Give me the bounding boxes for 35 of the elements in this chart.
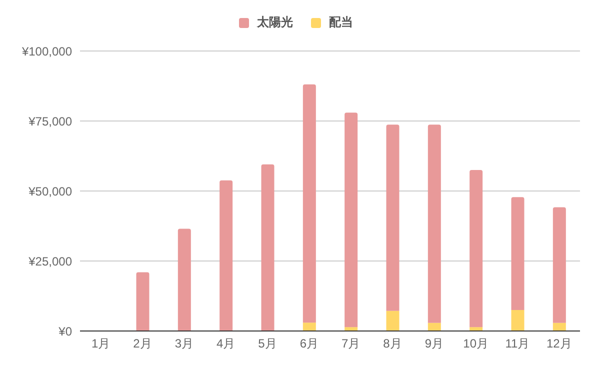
bar — [386, 310, 400, 331]
bar — [302, 322, 316, 331]
x-tick-label: 1月 — [91, 336, 110, 351]
y-tick-label: ¥100,000 — [20, 44, 72, 58]
y-tick-label: ¥0 — [58, 324, 72, 338]
bar — [220, 180, 233, 331]
bar — [344, 112, 358, 328]
bar — [552, 207, 566, 323]
x-tick-label: 6月 — [300, 336, 319, 351]
bar — [470, 170, 483, 328]
x-tick-label: 8月 — [383, 336, 402, 351]
x-tick-label: 3月 — [174, 336, 194, 351]
bar — [511, 310, 524, 331]
bar — [428, 322, 441, 331]
x-tick-label: 11月 — [505, 336, 530, 351]
bar — [178, 228, 191, 331]
y-tick-label: ¥50,000 — [28, 184, 72, 198]
bar — [136, 272, 150, 331]
legend-label: 太陽光 — [256, 14, 293, 31]
x-tick-label: 12月 — [546, 336, 572, 351]
bar — [428, 124, 441, 323]
bar — [302, 84, 316, 323]
x-tick-label: 7月 — [341, 336, 360, 351]
x-tick-label: 9月 — [424, 336, 444, 351]
x-tick-label: 10月 — [463, 336, 489, 351]
y-tick-label: ¥25,000 — [28, 254, 72, 268]
legend-label: 配当 — [328, 14, 353, 31]
x-tick-label: 4月 — [216, 336, 236, 351]
bar — [386, 124, 400, 311]
x-tick-label: 2月 — [133, 336, 152, 351]
y-tick-label: ¥75,000 — [28, 114, 72, 128]
bar — [511, 197, 524, 310]
x-tick-label: 5月 — [258, 336, 277, 351]
bar — [552, 322, 566, 331]
bar — [261, 164, 274, 331]
